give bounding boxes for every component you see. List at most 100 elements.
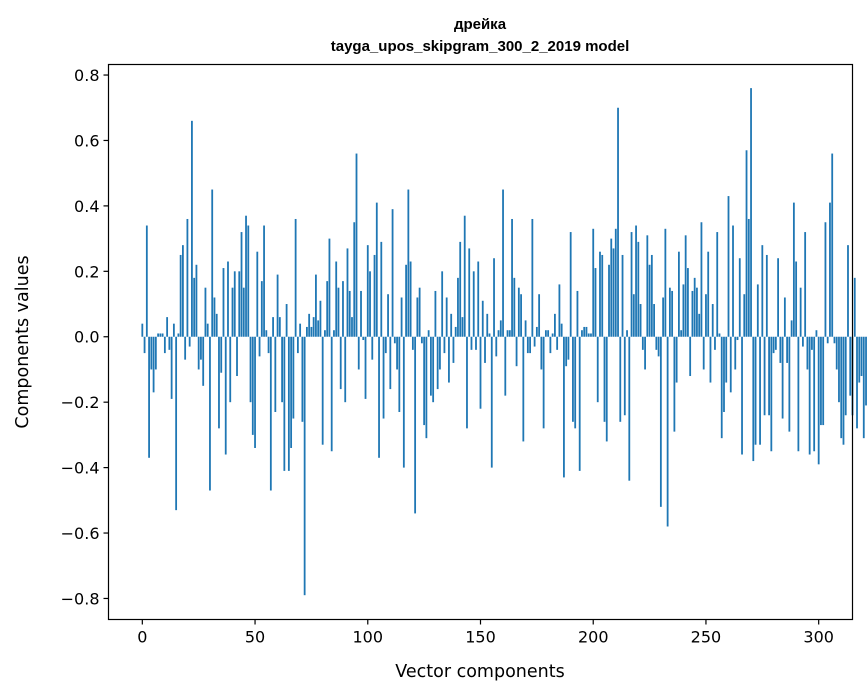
x-tick-label: 200 (578, 628, 609, 647)
bar (772, 336, 775, 354)
bar (779, 336, 782, 363)
bar (481, 300, 484, 337)
bar (687, 268, 689, 337)
bar (657, 336, 660, 357)
bar (718, 333, 721, 337)
bar (227, 261, 229, 337)
bar (443, 336, 446, 354)
bar (587, 333, 590, 337)
bar (215, 313, 218, 337)
bar (321, 336, 324, 445)
bar (583, 326, 586, 337)
bar (702, 336, 705, 370)
bar (743, 294, 746, 337)
bar (448, 336, 450, 383)
bar (175, 336, 178, 511)
bar (517, 287, 520, 337)
bar (797, 336, 800, 452)
bar (734, 336, 737, 370)
plot-frame (107, 63, 854, 621)
bar (319, 300, 322, 337)
bar (344, 336, 347, 403)
bar (278, 317, 281, 337)
bar (353, 222, 356, 337)
bar (477, 261, 480, 337)
bar (193, 277, 196, 337)
bar (524, 320, 527, 337)
bar (335, 261, 338, 337)
bar (159, 333, 162, 337)
bar (554, 313, 556, 337)
bar (813, 336, 816, 452)
bar (145, 225, 148, 337)
bar (515, 336, 518, 367)
bar (668, 287, 671, 337)
bar (659, 336, 662, 507)
bar (499, 320, 502, 337)
bar (831, 153, 834, 337)
bar (522, 336, 525, 442)
bar (209, 336, 211, 491)
bar (691, 290, 694, 337)
bar (684, 235, 687, 337)
bar (838, 336, 840, 403)
bar (664, 228, 667, 337)
bar (236, 336, 238, 377)
bar (312, 317, 315, 337)
bar (811, 336, 813, 350)
bar (630, 232, 633, 337)
bar (585, 326, 588, 337)
bar (774, 336, 777, 350)
bar (378, 336, 380, 458)
bar (348, 290, 351, 337)
bar (463, 215, 466, 337)
bar (182, 245, 184, 337)
bar (790, 320, 793, 337)
bar (576, 290, 579, 337)
bar (398, 336, 401, 412)
bar (707, 251, 710, 337)
bar (531, 218, 534, 337)
bar (445, 297, 448, 337)
bar (696, 287, 698, 337)
bar (308, 313, 311, 337)
bar (705, 294, 707, 337)
bar (592, 228, 595, 337)
bar (213, 297, 216, 337)
x-tick-label: 100 (352, 628, 383, 647)
bar (849, 336, 852, 396)
bar (179, 254, 182, 337)
bar (150, 336, 153, 370)
bar (184, 336, 187, 360)
bar (276, 274, 279, 337)
x-tick-label: 250 (691, 628, 722, 647)
bar (299, 323, 302, 337)
bar (862, 336, 865, 439)
bar (416, 297, 419, 337)
bar (166, 317, 169, 337)
bar (860, 336, 863, 377)
bar (504, 336, 507, 396)
bar (247, 225, 250, 337)
bar (693, 277, 696, 337)
bar (495, 336, 498, 357)
bar (152, 336, 155, 393)
bar (781, 336, 784, 419)
y-tick-label: −0.4 (61, 459, 100, 478)
bar (628, 336, 631, 481)
bar (470, 336, 473, 350)
bar (204, 287, 207, 337)
bar (533, 336, 536, 347)
bar (454, 326, 457, 337)
bar (317, 320, 320, 337)
bar (538, 294, 541, 337)
bar (673, 336, 676, 432)
bar (351, 317, 353, 337)
bar (741, 336, 743, 455)
bar (556, 336, 559, 350)
bar (233, 271, 236, 337)
bar (493, 258, 495, 337)
bar (747, 218, 750, 337)
bar (441, 271, 444, 337)
